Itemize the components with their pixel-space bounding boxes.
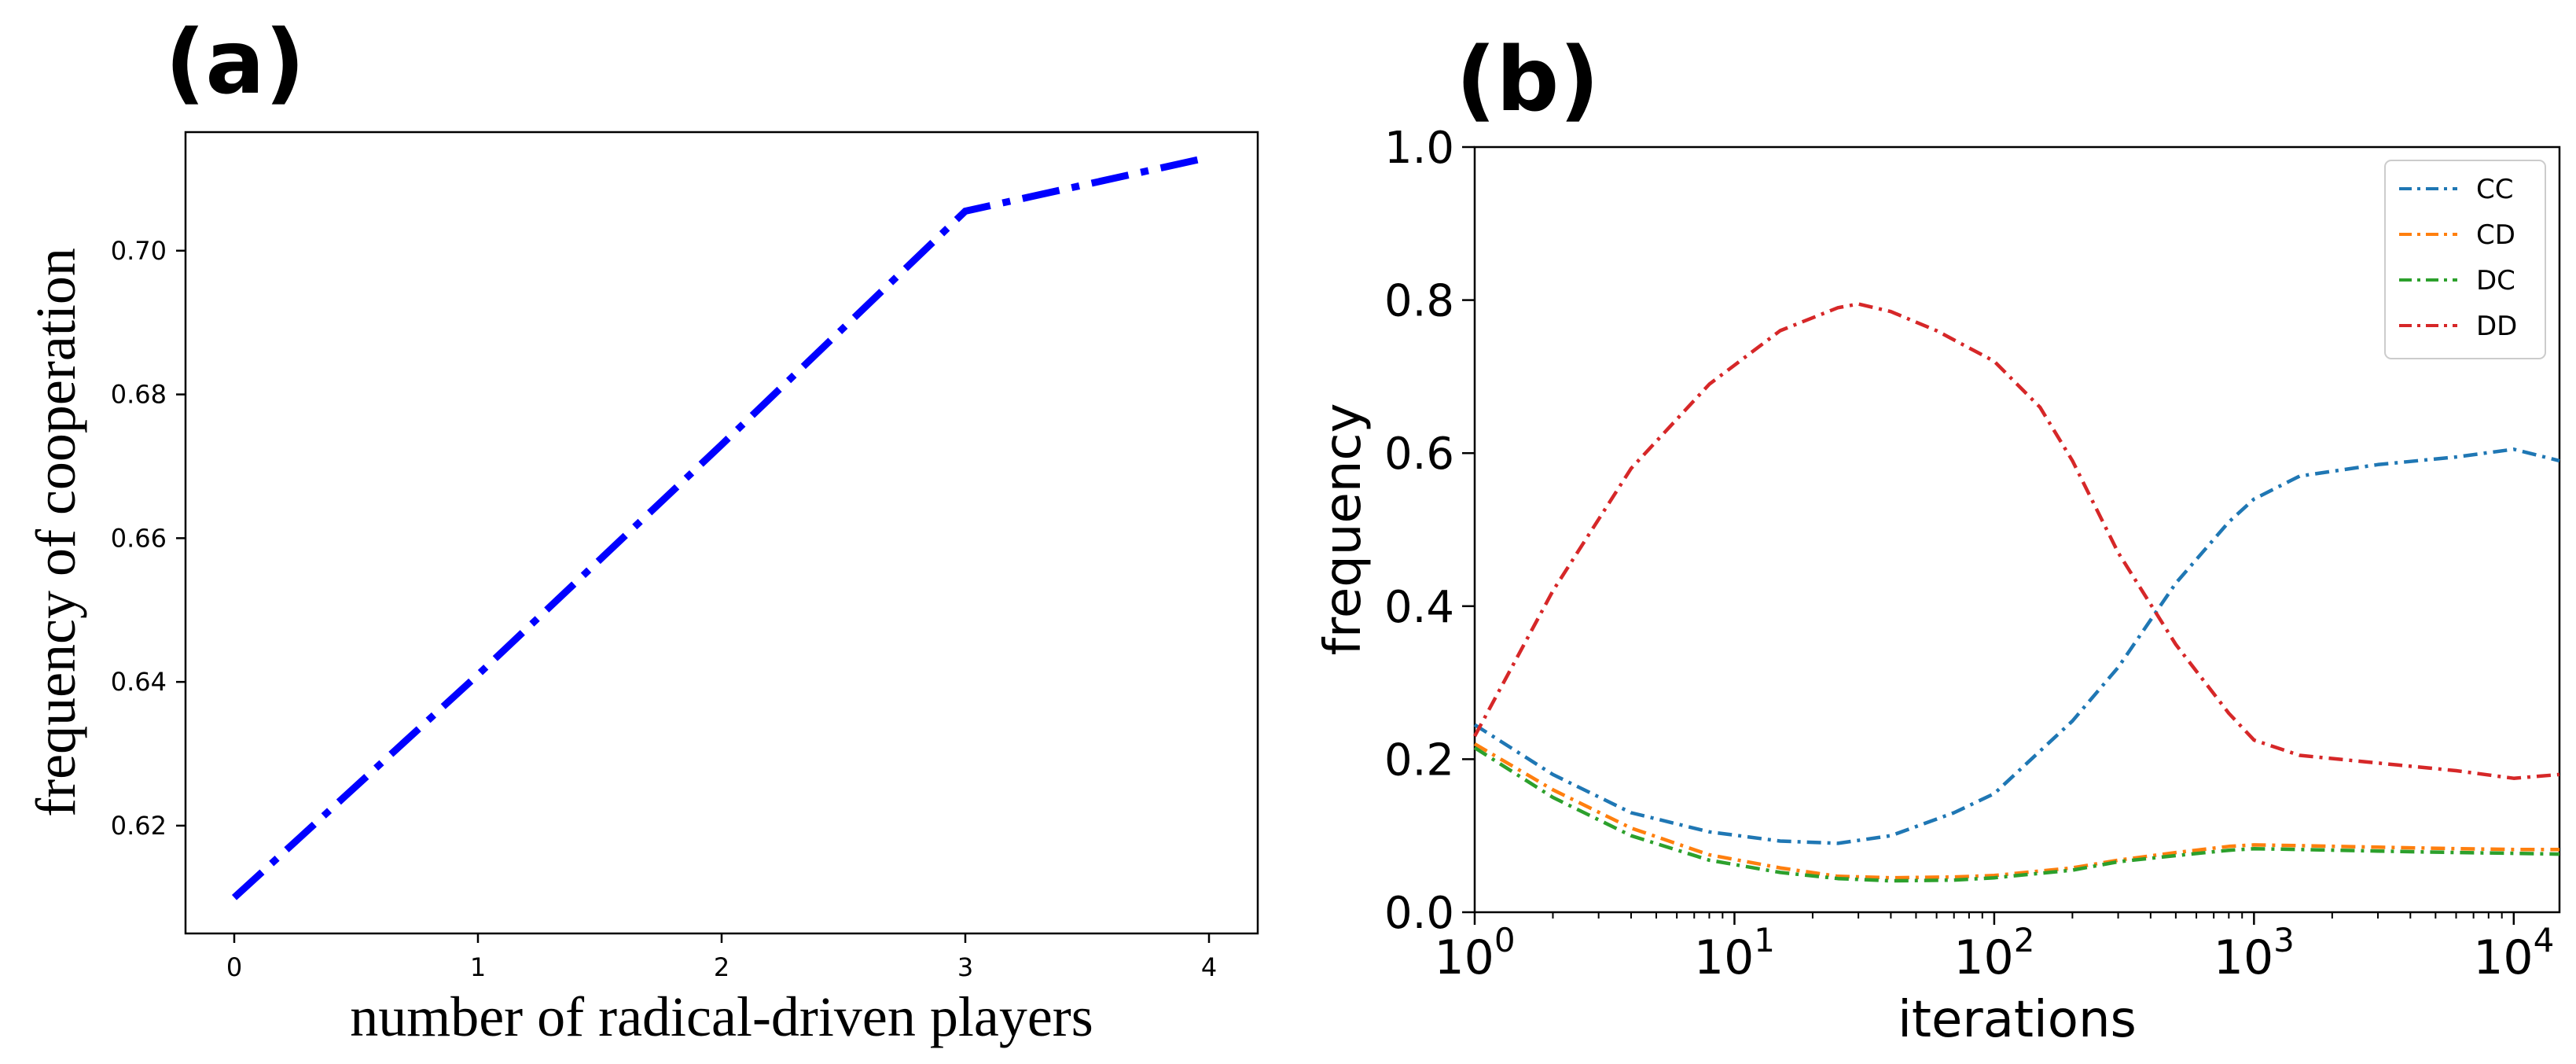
- x-tick-base: 10: [2214, 930, 2273, 985]
- series-line-cd: [1473, 742, 2559, 880]
- x-tick-label-a: 0: [226, 952, 242, 982]
- y-tick-label-b: 0.4: [1384, 582, 1454, 633]
- legend-label-dd: DD: [2476, 311, 2517, 342]
- x-axis-label-b: iterations: [1898, 991, 2137, 1049]
- x-tick-label-a: 1: [470, 952, 486, 982]
- x-tick-base: 10: [1694, 930, 1754, 985]
- y-axis-label-b: frequency: [1314, 403, 1373, 656]
- y-axis-label-a: frequency of cooperation: [24, 248, 87, 817]
- x-tick-label-b: 102: [1953, 921, 2034, 985]
- x-tick-exponent: 1: [1754, 921, 1775, 959]
- panel-a-label: (a): [165, 12, 305, 114]
- x-tick-label-b: 104: [2473, 921, 2554, 985]
- series-line-cc: [1473, 447, 2560, 845]
- series-line-dc: [1473, 746, 2560, 883]
- legend-box: [2384, 160, 2546, 359]
- y-tick-label-a: 0.64: [111, 667, 167, 697]
- x-tick-label-a: 2: [714, 952, 729, 982]
- x-tick-base: 10: [2473, 930, 2533, 985]
- plot-a-frame: [184, 131, 1259, 935]
- plot-a-series: [231, 153, 1210, 900]
- y-tick-label-a: 0.70: [111, 236, 167, 266]
- x-tick-label-b: 100: [1434, 921, 1515, 985]
- series-line-cooperation: [231, 153, 1210, 900]
- y-tick-label-a: 0.68: [111, 380, 167, 410]
- x-tick-label-a: 3: [957, 952, 973, 982]
- x-tick-base: 10: [1434, 930, 1494, 985]
- y-tick-label-a: 0.66: [111, 523, 167, 553]
- x-tick-base: 10: [1953, 930, 2013, 985]
- panel-a: (a) 0 1 2 3 4 0.62 0.64 0.66 0.68 0.70 number of …: [24, 12, 1259, 1048]
- y-tick-label-b: 0.8: [1384, 276, 1454, 327]
- series-line-dd: [1473, 302, 2560, 780]
- legend-label-cd: CD: [2476, 219, 2515, 251]
- plot-b-frame: [1473, 145, 2561, 914]
- y-tick-label-b: 0.0: [1384, 888, 1454, 939]
- x-axis-label-a: number of radical-driven players: [350, 985, 1093, 1048]
- x-tick-exponent: 0: [1494, 921, 1516, 959]
- x-tick-exponent: 4: [2534, 921, 2555, 959]
- x-tick-exponent: 2: [2014, 921, 2035, 959]
- panel-b-label: (b): [1456, 29, 1600, 131]
- plot-a-ticks: 0 1 2 3 4 0.62 0.64 0.66 0.68 0.70: [111, 236, 1217, 982]
- x-tick-label-a: 4: [1201, 952, 1217, 982]
- x-tick-label-b: 101: [1694, 921, 1775, 985]
- legend: CC CD DC DD: [2384, 160, 2546, 359]
- legend-label-cc: CC: [2476, 174, 2513, 205]
- x-tick-label-b: 103: [2214, 921, 2295, 985]
- legend-label-dc: DC: [2476, 265, 2515, 296]
- plot-b-series: [1473, 302, 2560, 883]
- y-tick-label-a: 0.62: [111, 811, 167, 841]
- y-tick-label-b: 0.6: [1384, 429, 1454, 480]
- y-tick-label-b: 0.2: [1384, 734, 1454, 786]
- x-tick-exponent: 3: [2273, 921, 2295, 959]
- y-tick-label-b: 1.0: [1384, 123, 1454, 174]
